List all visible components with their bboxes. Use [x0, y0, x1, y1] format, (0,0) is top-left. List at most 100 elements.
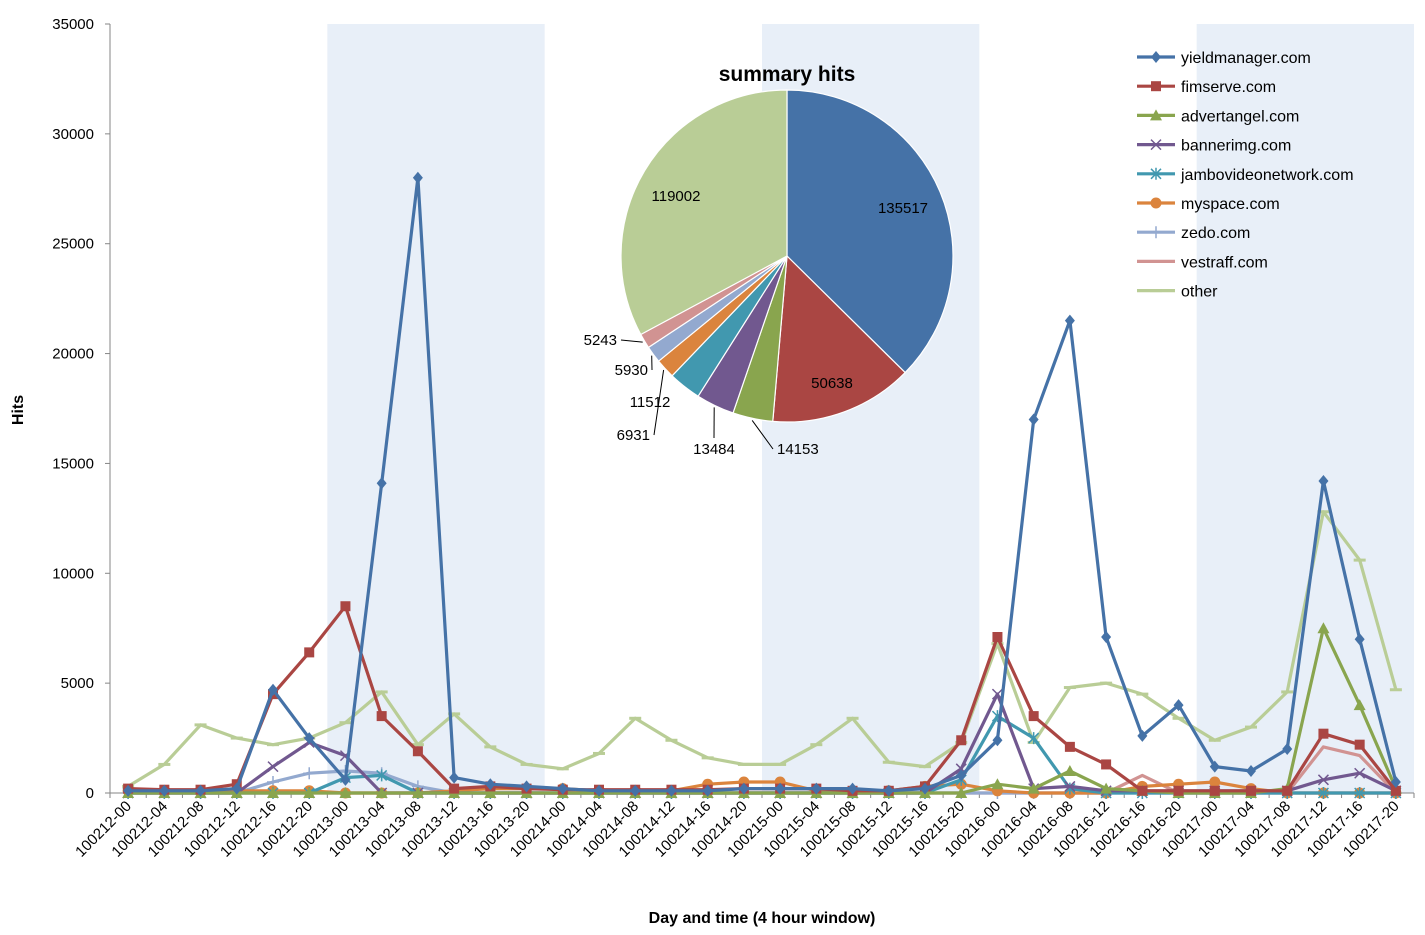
data-point: [1136, 692, 1149, 696]
data-point: [1389, 688, 1402, 692]
data-point: [159, 784, 170, 797]
legend-entry: bannerimg.com: [1137, 138, 1291, 155]
data-point: [1173, 785, 1184, 796]
data-point: [267, 743, 279, 747]
data-point: [992, 734, 1003, 747]
legend-label: myspace.com: [1181, 196, 1280, 213]
data-point: [1064, 780, 1076, 792]
data-point: [1353, 558, 1366, 562]
data-point: [956, 735, 967, 746]
data-point: [1317, 510, 1330, 514]
data-point: [485, 778, 496, 791]
data-point: [702, 784, 713, 797]
data-point: [1318, 728, 1329, 739]
legend-entry: other: [1137, 284, 1218, 301]
shaded-band-2: [1196, 24, 1414, 793]
y-tick-label: 15000: [52, 455, 94, 472]
data-point: [1282, 785, 1293, 796]
data-point: [666, 784, 677, 797]
data-point: [521, 780, 532, 793]
legend-marker: [1150, 226, 1162, 239]
legend-entry: myspace.com: [1137, 196, 1280, 213]
legend-marker: [1150, 197, 1162, 209]
data-point: [1390, 776, 1401, 789]
pie-label-myspace.com: 6931: [617, 427, 650, 444]
data-point: [630, 784, 641, 797]
data-point: [1028, 413, 1039, 426]
pie-chart: 135517 50638 14153 13484 11512 6931 5930 5243 11…: [584, 63, 954, 458]
data-point: [1246, 785, 1256, 796]
data-point: [484, 745, 497, 749]
data-point: [1208, 738, 1221, 742]
series-line: [127, 510, 1398, 788]
data-point: [268, 683, 278, 696]
legend-label: bannerimg.com: [1181, 138, 1291, 155]
legend-label: other: [1181, 284, 1218, 301]
data-point: [1028, 732, 1040, 745]
y-tick-label: 35000: [52, 16, 94, 33]
data-point: [339, 721, 352, 725]
shaded-band-0: [327, 24, 545, 793]
data-point: [1027, 782, 1040, 794]
data-point: [231, 782, 242, 795]
data-point: [376, 477, 387, 490]
legend-entry: fimserve.com: [1137, 79, 1276, 96]
data-point: [1064, 741, 1075, 752]
legend-entry: vestraff.com: [1137, 254, 1268, 271]
data-point: [956, 769, 967, 782]
data-point: [1172, 716, 1185, 720]
data-point: [1318, 475, 1329, 488]
data-point: [267, 761, 279, 773]
data-point: [304, 732, 315, 745]
data-point: [1028, 711, 1039, 722]
data-point: [448, 712, 461, 716]
data-point: [411, 743, 424, 747]
legend-marker: [1150, 139, 1162, 151]
data-point: [665, 738, 678, 742]
y-tick-labels: 0 5000 10000 15000 20000 25000 30000 35000: [52, 16, 110, 802]
legend-marker: [1150, 109, 1162, 121]
y-tick-label: 10000: [52, 565, 94, 582]
legend-label: fimserve.com: [1181, 79, 1276, 96]
series-line: [128, 176, 1398, 793]
pie-slice-fimserve.com: [772, 254, 907, 423]
pie-label-advertangel.com: 14153: [777, 441, 819, 458]
data-point: [1063, 765, 1076, 777]
pie-label-jambovideonetwork.com: 11512: [630, 394, 671, 411]
y-axis-title: Hits: [10, 395, 27, 425]
data-point: [810, 743, 823, 747]
data-point: [158, 762, 171, 766]
data-point: [1317, 622, 1330, 634]
legend-entry: yieldmanager.com: [1137, 50, 1311, 67]
legend-marker: [1151, 81, 1161, 92]
legend-label: jambovideonetwork.com: [1180, 167, 1354, 184]
data-point: [303, 767, 316, 780]
pie-leader-line: [620, 339, 643, 343]
data-point: [375, 690, 388, 694]
data-point: [1101, 631, 1112, 644]
data-point: [1101, 759, 1112, 770]
y-tick-label: 0: [86, 785, 94, 802]
data-point: [847, 782, 858, 795]
data-point: [449, 771, 460, 784]
data-point: [230, 736, 243, 740]
pie-label-bannerimg.com: 13484: [693, 441, 735, 458]
legend-entry: advertangel.com: [1137, 108, 1299, 125]
data-point: [1354, 633, 1365, 646]
data-point: [340, 773, 351, 786]
pie-label-fimserve.com: 50638: [811, 375, 853, 392]
data-point: [449, 783, 460, 794]
data-point: [775, 782, 786, 795]
pie-title: summary hits: [719, 63, 856, 86]
data-point: [991, 778, 1004, 790]
data-point: [375, 787, 388, 798]
data-point: [1317, 774, 1329, 786]
data-point: [1390, 785, 1401, 796]
data-point: [1064, 314, 1075, 327]
data-point: [1282, 743, 1293, 756]
data-point: [195, 784, 206, 797]
data-point: [992, 632, 1003, 643]
data-point: [123, 784, 134, 797]
data-point: [811, 782, 822, 795]
x-tick-labels: 100212-00100212-04100212-08100212-121002…: [72, 793, 1415, 861]
